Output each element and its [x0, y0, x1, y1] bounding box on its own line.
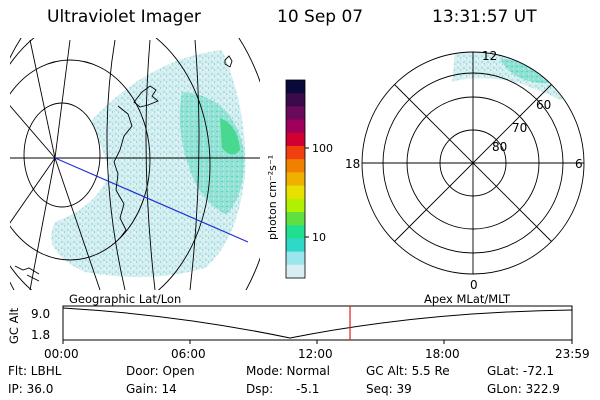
altitude-curve: [62, 307, 573, 339]
colorbar-segment: [286, 119, 305, 134]
status-gc-alt: GC Alt: 5.5 Re: [366, 364, 450, 378]
x-tick-2359: 23:59: [555, 347, 590, 361]
colorbar-segment: [286, 80, 305, 94]
status-ip: IP: 36.0: [8, 382, 54, 396]
colorbar-segment: [286, 159, 305, 173]
altitude-timeline: GC Alt 9.0 1.8 00:00 06:00 12:00 18:00 2…: [7, 305, 590, 361]
colorbar-unit-label: photon cm⁻²s⁻¹: [266, 155, 279, 240]
x-tick-1800: 18:00: [425, 347, 460, 361]
colorbar-segment: [286, 251, 305, 266]
mlt-midnight-label: 0: [470, 278, 478, 292]
mlt-dusk-label: 18: [345, 157, 360, 171]
status-dsp-value: -5.1: [296, 382, 320, 396]
status-mode: Mode: Normal: [246, 364, 330, 378]
timeline-ylabel: GC Alt: [7, 307, 21, 344]
instrument-title: Ultraviolet Imager: [47, 7, 201, 27]
x-tick-1200: 12:00: [298, 347, 333, 361]
mlat-60-label: 60: [536, 98, 551, 112]
polar-emission-region: [452, 52, 571, 100]
x-tick-0000: 00:00: [44, 347, 79, 361]
apex-label: Apex MLat/MLT: [424, 292, 511, 306]
colorbar-segment: [286, 212, 305, 226]
colorbar: [286, 80, 305, 279]
status-glat: GLat: -72.1: [487, 364, 554, 378]
uv-bright-spot: [220, 118, 240, 155]
mlat-80-label: 80: [492, 140, 507, 154]
status-dsp: Dsp:: [246, 382, 274, 396]
y-tick-1-8: 1.8: [31, 328, 50, 342]
colorbar-segment: [286, 225, 305, 239]
colorbar-segment: [286, 198, 305, 213]
colorbar-tick-10: 10: [312, 231, 326, 244]
colorbar-tick-100: 100: [312, 142, 333, 155]
colorbar-segment: [286, 172, 305, 187]
colorbar-segment: [286, 132, 305, 147]
coastline: [14, 55, 233, 282]
status-seq: Seq: 39: [366, 382, 412, 396]
colorbar-segment: [286, 93, 305, 107]
y-tick-9: 9.0: [31, 307, 50, 321]
status-door: Door: Open: [126, 364, 195, 378]
status-glon: GLon: 322.9: [487, 382, 560, 396]
colorbar-segment: [286, 146, 305, 160]
colorbar-segment: [286, 185, 305, 200]
time-label: 13:31:57 UT: [432, 7, 537, 27]
colorbar-segment: [286, 264, 305, 279]
x-tick-0600: 06:00: [171, 347, 206, 361]
colorbar-segment: [286, 106, 305, 121]
mlt-noon-label: 12: [482, 49, 497, 63]
polar-plot: 12 18 6 0 60 70 80: [345, 49, 585, 292]
geographic-map: [10, 38, 260, 290]
terminator-line: [54, 157, 249, 243]
mlt-dawn-label: 6: [575, 157, 583, 171]
status-flt: Flt: LBHL: [8, 364, 62, 378]
colorbar-segment: [286, 238, 305, 253]
mlat-70-label: 70: [512, 121, 527, 135]
geographic-label: Geographic Lat/Lon: [69, 292, 181, 306]
status-gain: Gain: 14: [126, 382, 177, 396]
date-label: 10 Sep 07: [277, 7, 364, 27]
